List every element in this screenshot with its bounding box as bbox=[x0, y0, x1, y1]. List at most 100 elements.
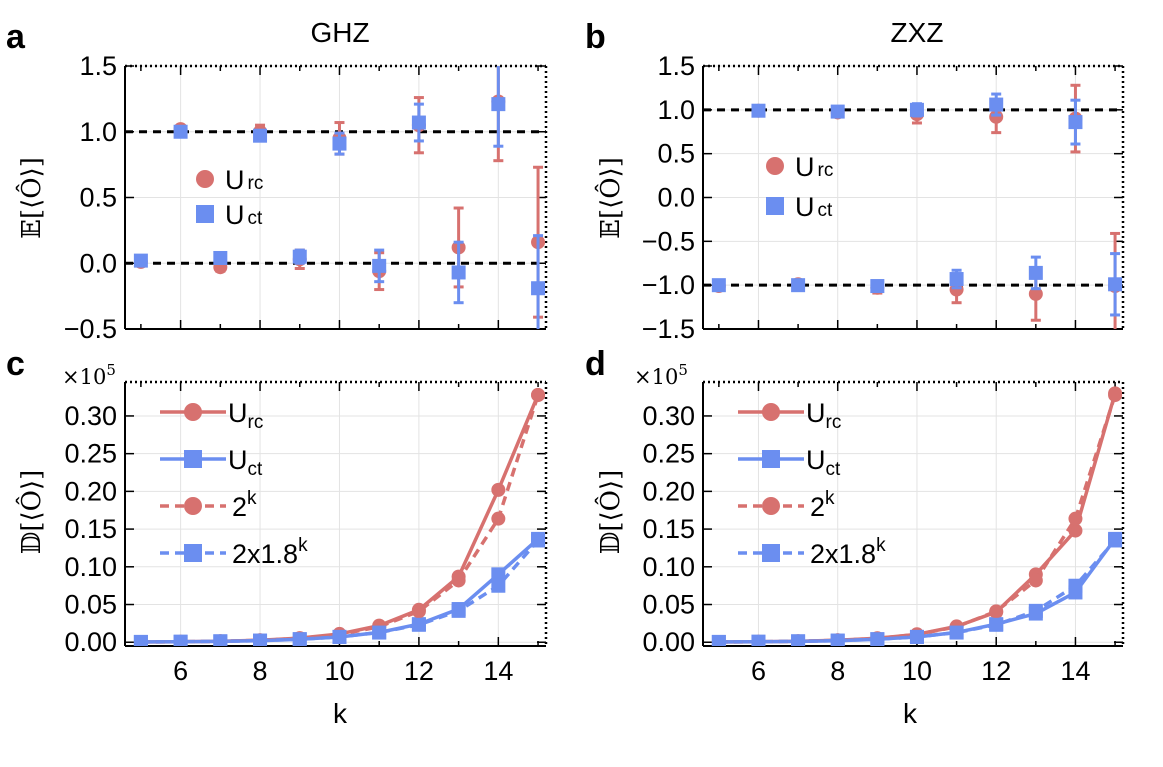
data-point-square bbox=[411, 617, 426, 632]
y-tick-label: 0.25 bbox=[642, 439, 695, 469]
data-point-square bbox=[791, 278, 806, 293]
panel-label-b: b bbox=[585, 18, 606, 56]
legend-marker bbox=[762, 544, 780, 562]
data-point-square bbox=[909, 102, 924, 117]
data-point-circle bbox=[989, 109, 1004, 124]
y-tick-label: 0.5 bbox=[79, 183, 117, 213]
data-point-circle bbox=[1108, 388, 1123, 403]
data-point-circle bbox=[1028, 286, 1043, 301]
y-tick-label: 0.00 bbox=[64, 627, 117, 657]
y-tick-label: 0.0 bbox=[657, 183, 695, 213]
x-tick-label: 6 bbox=[173, 656, 188, 686]
data-area-b bbox=[711, 83, 1123, 329]
data-point-square bbox=[253, 128, 268, 143]
legend-label: Uct bbox=[228, 445, 263, 480]
data-point-circle bbox=[949, 282, 964, 297]
panel-b: −1.5 −1.0 −0.5 0.0 0.5 1.0 1.5 U rc U ct bbox=[642, 51, 1125, 344]
data-point-square bbox=[133, 634, 148, 646]
panel-label-d: d bbox=[585, 345, 606, 383]
y-tick-label: 0.20 bbox=[642, 476, 695, 506]
legend-label: Uct bbox=[806, 445, 841, 480]
data-point-square bbox=[451, 603, 466, 618]
data-point-square bbox=[292, 249, 307, 264]
legend-marker bbox=[184, 544, 202, 562]
data-point-square bbox=[491, 97, 506, 112]
panel-a-title: GHZ bbox=[310, 17, 369, 48]
panel-d-xlabel: k bbox=[903, 698, 918, 729]
panel-c-multiplier: ×105 bbox=[62, 361, 116, 389]
data-point-square bbox=[292, 632, 307, 646]
y-tick-label: 0.15 bbox=[64, 514, 117, 544]
panel-c-xlabel: k bbox=[333, 698, 348, 729]
data-point-circle bbox=[989, 604, 1004, 619]
x-tick-label: 10 bbox=[324, 656, 354, 686]
data-point-square bbox=[133, 253, 148, 268]
y-tick-label: 1.0 bbox=[657, 95, 695, 125]
y-tick-label: −0.5 bbox=[64, 314, 117, 344]
legend-marker bbox=[196, 170, 214, 188]
y-tick-label: 0.15 bbox=[642, 514, 695, 544]
legend-label: 2k bbox=[810, 488, 835, 522]
y-tick-label: 0.5 bbox=[657, 139, 695, 169]
data-point-square bbox=[949, 272, 964, 287]
y-tick-label: 0.00 bbox=[642, 627, 695, 657]
data-point-square bbox=[1108, 277, 1123, 292]
x-tick-label: 14 bbox=[483, 656, 513, 686]
data-point-square bbox=[751, 103, 766, 118]
data-point-square bbox=[332, 629, 347, 644]
data-area-a bbox=[133, 66, 546, 329]
panel-a-ylabel: 𝔼[⟨Ô⟩] bbox=[15, 157, 47, 239]
data-point-circle bbox=[491, 482, 506, 497]
y-tick-label: 0.25 bbox=[64, 439, 117, 469]
legend-marker bbox=[184, 497, 202, 515]
data-point-square bbox=[830, 104, 845, 119]
panel-d-ylabel: 𝔻[⟨Ô⟩] bbox=[594, 470, 626, 554]
data-point-square bbox=[491, 567, 506, 582]
legend-label: 2x1.8k bbox=[810, 535, 886, 569]
data-point-square bbox=[791, 634, 806, 646]
data-point-circle bbox=[451, 573, 466, 588]
panel-a: −0.5 0.0 0.5 1.0 1.5 U rc U ct bbox=[64, 51, 548, 344]
data-point-square bbox=[830, 633, 845, 646]
data-point-square bbox=[989, 97, 1004, 112]
data-point-square bbox=[531, 281, 546, 296]
data-point-square bbox=[253, 633, 268, 646]
panel-b-title: ZXZ bbox=[891, 17, 944, 48]
data-point-square bbox=[1028, 603, 1043, 618]
panel-b-ylabel: 𝔼[⟨Ô⟩] bbox=[594, 157, 626, 239]
data-point-square bbox=[491, 578, 506, 593]
y-tick-label: −0.5 bbox=[642, 226, 695, 256]
data-point-square bbox=[751, 634, 766, 646]
data-point-square bbox=[173, 124, 188, 139]
data-point-square bbox=[531, 533, 546, 548]
data-point-square bbox=[989, 617, 1004, 632]
legend-marker bbox=[762, 497, 780, 515]
panel-label-a: a bbox=[6, 18, 26, 56]
data-point-circle bbox=[411, 604, 426, 619]
data-point-circle bbox=[1068, 511, 1083, 526]
x-tick-label: 14 bbox=[1060, 656, 1090, 686]
y-tick-label: 0.10 bbox=[642, 552, 695, 582]
y-tick-label: 1.5 bbox=[79, 51, 117, 81]
data-point-square bbox=[451, 265, 466, 280]
legend-marker bbox=[184, 450, 202, 468]
data-point-square bbox=[332, 136, 347, 151]
y-tick-label: 0.05 bbox=[642, 590, 695, 620]
panel-c-ylabel: 𝔻[⟨Ô⟩] bbox=[15, 470, 47, 554]
legend-marker bbox=[762, 450, 780, 468]
data-point-square bbox=[949, 625, 964, 640]
data-point-square bbox=[1028, 265, 1043, 280]
y-tick-label: 0.30 bbox=[642, 401, 695, 431]
data-point-square bbox=[909, 629, 924, 644]
legend-label: 2x1.8k bbox=[232, 535, 308, 569]
data-point-square bbox=[1108, 533, 1123, 548]
data-point-square bbox=[870, 632, 885, 646]
panel-label-c: c bbox=[6, 345, 25, 383]
legend-marker bbox=[196, 205, 214, 223]
legend-label: Urc bbox=[806, 398, 841, 433]
x-tick-label: 12 bbox=[404, 656, 434, 686]
data-point-square bbox=[372, 258, 387, 273]
